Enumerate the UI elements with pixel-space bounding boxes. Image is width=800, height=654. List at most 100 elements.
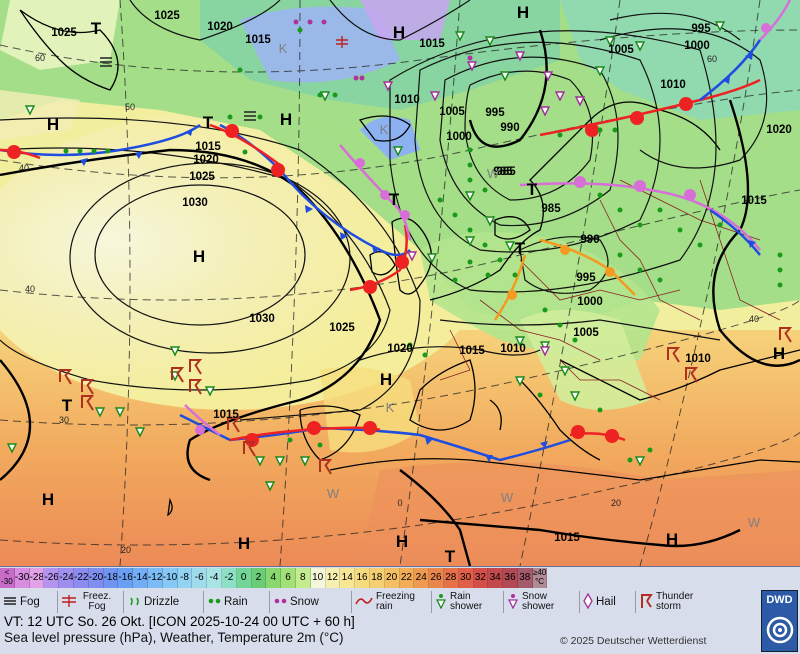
- fog-icon: [3, 595, 17, 610]
- isobar-label: 1005: [573, 327, 599, 339]
- scale-cell: 24: [414, 568, 430, 588]
- freezing-fog-icon: [61, 594, 77, 610]
- scale-cell: 32: [473, 568, 489, 588]
- scale-cell: 30: [458, 568, 474, 588]
- dwd-logo: DWD: [761, 590, 798, 652]
- weather-legend: Fog Freez. Fog Drizzle Rain Snow Freezin…: [0, 591, 760, 613]
- fronts: [0, 0, 792, 462]
- temp-note: K: [386, 400, 395, 415]
- legend-fog: Fog: [0, 591, 58, 613]
- pressure-center: T: [527, 180, 538, 199]
- legend-rain-shower-label: Rain shower: [450, 591, 483, 612]
- scale-cell: -20: [88, 568, 104, 588]
- weather-map: 1025 1025 1020 1015 1015 1010 1005 995 990 985 995…: [0, 0, 800, 566]
- temp-note: W: [487, 166, 500, 181]
- isobar-label: 995: [576, 272, 596, 284]
- isobar-label: 1010: [500, 343, 526, 355]
- scale-cell: < -30: [0, 568, 15, 588]
- pressure-centers: H H H H H H H H H H H T T T T T T T: [42, 3, 785, 566]
- scale-cell: 28: [443, 568, 459, 588]
- scale-cell: -28: [29, 568, 45, 588]
- rain-icon: [207, 595, 221, 610]
- pressure-center: T: [445, 547, 456, 566]
- thunderstorm-symbols: [59, 327, 793, 475]
- scale-cell: -22: [73, 568, 89, 588]
- scale-cell: 0: [236, 568, 252, 588]
- isobar-label: 1015: [195, 141, 221, 153]
- shower-symbols: [6, 21, 726, 492]
- weather-symbols: [63, 27, 783, 463]
- legend-thunderstorm-label: Thunder storm: [656, 591, 694, 612]
- scale-cell: 38: [517, 568, 533, 588]
- isobar-label: 995: [691, 23, 711, 35]
- scale-cell: 12: [325, 568, 341, 588]
- isobar-label: 1020: [766, 124, 792, 136]
- isobar-label: 1030: [182, 197, 208, 209]
- lat-label: 60: [707, 54, 717, 64]
- scale-cell: -2: [221, 568, 237, 588]
- temp-note: W: [327, 486, 340, 501]
- pressure-center: H: [380, 370, 392, 389]
- pressure-center: H: [238, 534, 250, 553]
- pressure-center: T: [389, 190, 400, 209]
- copyright: © 2025 Deutscher Wetterdienst: [560, 635, 707, 647]
- isobar-label: 985: [493, 166, 513, 178]
- scale-cell: -16: [118, 568, 134, 588]
- rain-shower-icon: [435, 593, 447, 612]
- legend-snow-shower-label: Snow shower: [522, 591, 555, 612]
- legend-drizzle-label: Drizzle: [144, 596, 180, 608]
- pressure-center: H: [393, 23, 405, 42]
- temperature-color-scale: < -30 -30 -28 -26 -24 -22 -20 -18 -16 -14 -12 -10 -8…: [0, 568, 548, 590]
- isobar-label: 995: [485, 107, 505, 119]
- legend-rain: Rain: [204, 591, 270, 613]
- isobar-label: 1010: [685, 353, 711, 365]
- isobar-label: 1020: [207, 21, 233, 33]
- lat-label: 40: [749, 314, 759, 324]
- isobar-label: 1015: [245, 34, 271, 46]
- lat-label: 60: [35, 53, 45, 63]
- pressure-center: T: [203, 113, 214, 132]
- scale-cell: 4: [266, 568, 282, 588]
- pressure-center: H: [666, 530, 678, 549]
- snow-shower-symbols: [382, 51, 586, 357]
- isobar-label: 1025: [189, 171, 215, 183]
- scale-cell: -8: [177, 568, 193, 588]
- pressure-center: T: [62, 396, 73, 415]
- scale-cell: 26: [429, 568, 444, 588]
- temp-note: W: [501, 490, 514, 505]
- isobar-label: 1025: [154, 10, 180, 22]
- legend-snow-shower: Snow shower: [504, 591, 580, 613]
- freezing-rain-icon: [355, 595, 373, 610]
- isobar-1015-bold: [0, 29, 800, 566]
- pressure-center: H: [773, 344, 785, 363]
- legend-snow-label: Snow: [290, 596, 319, 608]
- scale-cell: -30: [14, 568, 30, 588]
- scale-cell: 16: [355, 568, 370, 588]
- snow-shower-icon: [507, 593, 519, 612]
- isobar-label: 1015: [459, 345, 485, 357]
- isobar-label: 1025: [51, 27, 77, 39]
- front-symbols: [7, 23, 771, 462]
- legend-panel: < -30 -30 -28 -26 -24 -22 -20 -18 -16 -14 -12 -10 -8…: [0, 566, 800, 654]
- isobar-label: 1000: [446, 131, 472, 143]
- isobar-label: 1020: [387, 343, 413, 355]
- valid-time: VT: 12 UTC So. 26 Okt. [ICON 2025-10-24 …: [4, 614, 355, 629]
- lat-label: 40: [25, 284, 35, 294]
- scale-cell: ≥40 °C: [532, 568, 548, 588]
- legend-snow: Snow: [270, 591, 352, 613]
- isobar-label: 990: [500, 122, 519, 134]
- scale-cell: 14: [340, 568, 356, 588]
- isobar-label: 985: [541, 203, 561, 215]
- legend-freezing-rain-label: Freezing rain: [376, 591, 415, 612]
- pressure-center: H: [396, 532, 408, 551]
- temp-note: W: [748, 515, 761, 530]
- lat-label: 20: [611, 498, 621, 508]
- pressure-center: H: [280, 110, 292, 129]
- legend-freezing-rain: Freezing rain: [352, 591, 432, 613]
- isobar-label: 1010: [660, 79, 686, 91]
- legend-drizzle: Drizzle: [124, 591, 204, 613]
- isobar-label: 1000: [684, 40, 710, 52]
- scale-cell: 22: [399, 568, 415, 588]
- isobar-label: 1015: [419, 38, 445, 50]
- scale-cell: -6: [192, 568, 208, 588]
